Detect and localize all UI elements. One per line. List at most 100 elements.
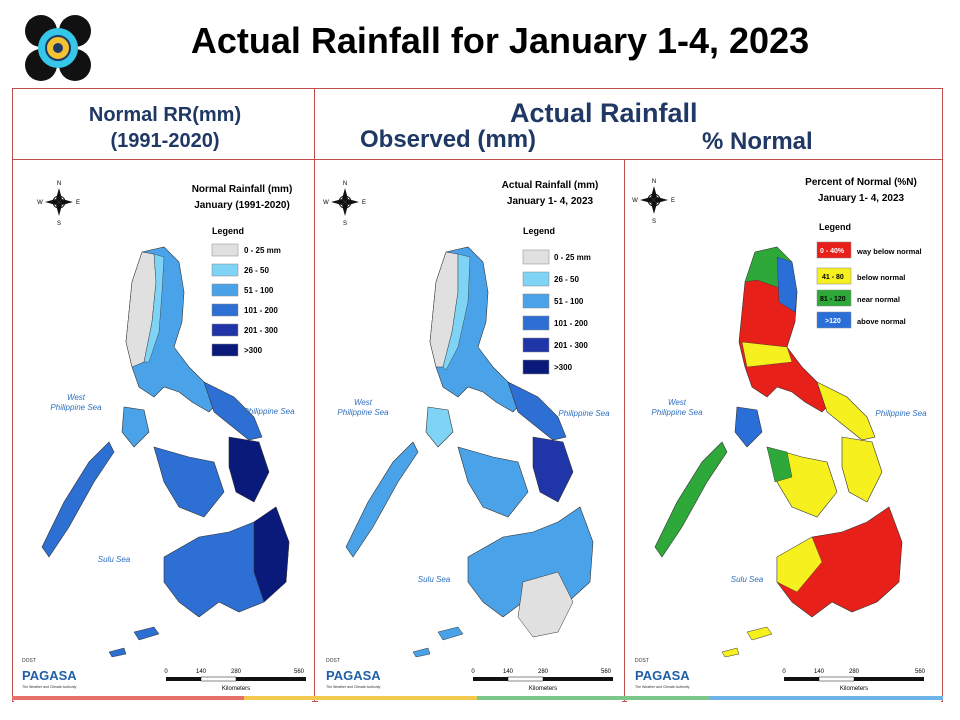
svg-text:201 - 300: 201 - 300 [554, 341, 588, 350]
map-title-line2: January 1- 4, 2023 [818, 193, 905, 204]
pagasa-brand: DOST PAGASA The Weather and Climate Auth… [635, 658, 690, 689]
svg-text:DOST: DOST [22, 658, 36, 664]
svg-text:81 - 120: 81 - 120 [820, 296, 846, 303]
svg-text:above normal: above normal [857, 317, 906, 326]
visayas-shape [153, 446, 225, 518]
map-title-line1: Normal Rainfall (mm) [192, 184, 293, 195]
svg-text:0: 0 [782, 669, 786, 675]
svg-text:E: E [362, 200, 366, 206]
phil-sea-label: Philippine Sea [243, 407, 295, 416]
svg-text:101 - 200: 101 - 200 [244, 306, 278, 315]
west-sea-label-1: West [67, 393, 86, 402]
west-sea-label-2: Philippine Sea [651, 408, 703, 417]
sulu-islands [412, 626, 464, 658]
svg-text:PAGASA: PAGASA [22, 668, 77, 683]
column-divider-2 [624, 159, 625, 702]
svg-text:26 - 50: 26 - 50 [244, 266, 269, 275]
compass-rose-icon: N S W E [323, 181, 366, 227]
svg-text:>300: >300 [244, 346, 263, 355]
sulu-islands [108, 626, 160, 658]
svg-text:E: E [76, 200, 80, 206]
svg-text:101 - 200: 101 - 200 [554, 319, 588, 328]
svg-text:560: 560 [294, 669, 305, 675]
svg-text:140: 140 [196, 669, 207, 675]
svg-text:280: 280 [538, 669, 549, 675]
actual-rainfall-map: N S W E Actual Rainfall (mm) January 1- … [318, 162, 622, 702]
palawan-shape [41, 441, 115, 558]
west-sea-label-1: West [354, 398, 373, 407]
svg-text:>120: >120 [825, 318, 841, 325]
svg-text:51 - 100: 51 - 100 [554, 297, 584, 306]
svg-text:S: S [343, 221, 347, 227]
svg-text:0 - 25 mm: 0 - 25 mm [244, 246, 281, 255]
luzon-moist-zone [143, 253, 165, 363]
svg-text:below normal: below normal [857, 273, 905, 282]
svg-text:0 - 25 mm: 0 - 25 mm [554, 253, 591, 262]
legend-title: Legend [212, 226, 244, 236]
observed-header: Observed (mm) [360, 126, 537, 153]
svg-text:0 - 40%: 0 - 40% [820, 248, 845, 255]
normal-map-svg: N S W E Normal Rainfall (mm) January (19… [22, 181, 306, 692]
sulu-sea-label: Sulu Sea [98, 555, 131, 564]
actual-map-svg: N S W E Actual Rainfall (mm) January 1- … [323, 180, 613, 692]
palawan-shape [654, 441, 728, 558]
svg-text:26 - 50: 26 - 50 [554, 275, 579, 284]
svg-text:0: 0 [164, 669, 168, 675]
legend-items: 0 - 25 mm 26 - 50 51 - 100 101 - 200 201… [211, 243, 281, 357]
scale-bar: 0 140 280 560 Kilometers [164, 669, 306, 692]
compass-rose-icon: N S W E [632, 179, 675, 225]
mindanao-shape [776, 506, 903, 618]
samar-leyte-shape [228, 436, 270, 503]
map-title-line1: Actual Rainfall (mm) [502, 180, 599, 191]
sulu-islands [721, 626, 773, 658]
svg-text:The Weather and Climate Author: The Weather and Climate Authority [22, 685, 77, 689]
svg-text:W: W [37, 200, 43, 206]
svg-text:41 - 80: 41 - 80 [822, 274, 844, 281]
phil-sea-label: Philippine Sea [875, 409, 927, 418]
map-title-line2: January (1991-2020) [194, 200, 290, 211]
mindanao-west-zone [776, 536, 823, 593]
svg-text:E: E [671, 198, 675, 204]
luzon-central-band [741, 341, 793, 368]
svg-text:PAGASA: PAGASA [326, 668, 381, 683]
pagasa-brand: DOST PAGASA The Weather and Climate Auth… [22, 658, 77, 689]
svg-text:N: N [57, 181, 61, 187]
normal-header-line1: Normal RR(mm) [88, 104, 242, 126]
svg-text:0: 0 [471, 669, 475, 675]
svg-text:The Weather and Climate Author: The Weather and Climate Authority [635, 685, 690, 689]
legend-items: 0 - 40% way below normal 41 - 80 below nor… [816, 241, 922, 329]
svg-text:PAGASA: PAGASA [635, 668, 690, 683]
map-title-line2: January 1- 4, 2023 [507, 196, 594, 207]
normal-header-line2: (1991-2020) [110, 130, 220, 152]
svg-text:Kilometers: Kilometers [222, 686, 250, 692]
pagasa-brand: DOST PAGASA The Weather and Climate Auth… [326, 658, 381, 689]
column-divider-1 [314, 88, 315, 702]
svg-text:W: W [323, 200, 329, 206]
svg-text:140: 140 [814, 669, 825, 675]
mindanao-dry-zone [517, 571, 574, 638]
svg-text:way below normal: way below normal [856, 247, 922, 256]
bottom-color-strip [12, 696, 943, 700]
pagasa-logo-icon [24, 14, 92, 82]
svg-text:N: N [343, 181, 347, 187]
svg-text:The Weather and Climate Author: The Weather and Climate Authority [326, 685, 381, 689]
svg-text:280: 280 [849, 669, 860, 675]
samar-leyte-shape [532, 436, 574, 503]
legend-items: 0 - 25 mm 26 - 50 51 - 100 101 - 200 201… [522, 249, 591, 375]
panay-zone [766, 446, 793, 483]
visayas-shape [457, 446, 529, 518]
svg-text:Kilometers: Kilometers [840, 686, 868, 692]
svg-text:560: 560 [601, 669, 612, 675]
sulu-sea-label: Sulu Sea [418, 575, 451, 584]
svg-text:N: N [652, 179, 656, 185]
west-sea-label-1: West [668, 398, 687, 407]
west-sea-label-2: Philippine Sea [50, 403, 102, 412]
normal-rainfall-map: N S W E Normal Rainfall (mm) January (19… [14, 162, 312, 702]
scale-bar: 0 140 280 560 Kilometers [782, 669, 925, 692]
bicol-shape [507, 381, 567, 441]
phil-sea-label: Philippine Sea [558, 409, 610, 418]
svg-text:560: 560 [915, 669, 926, 675]
legend-title: Legend [523, 226, 555, 236]
mindanao-east-zone [253, 506, 290, 603]
svg-text:201 - 300: 201 - 300 [244, 326, 278, 335]
